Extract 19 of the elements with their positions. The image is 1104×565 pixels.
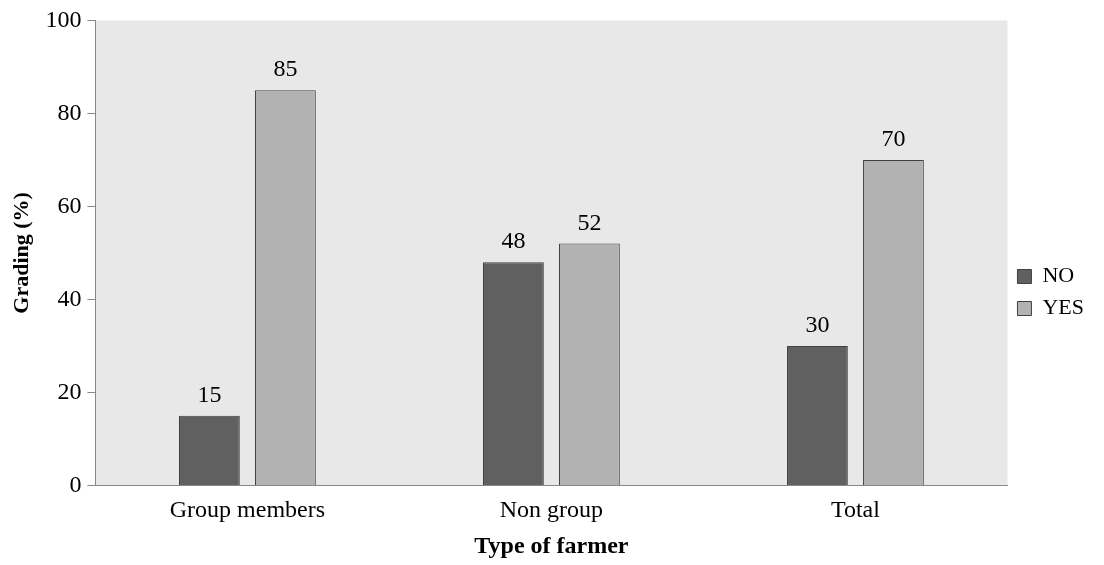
legend-label: NO: [1042, 262, 1075, 288]
y-tick-label: 20: [57, 377, 82, 404]
x-tick-label: Group members: [169, 496, 326, 523]
data-label: 30: [805, 311, 830, 338]
y-tick-label: 80: [57, 98, 82, 125]
legend-label: YES: [1042, 294, 1084, 320]
data-label: 15: [197, 380, 222, 407]
data-label: 48: [501, 227, 526, 254]
data-label: 70: [881, 125, 906, 152]
x-axis-title: Type of farmer: [474, 531, 629, 558]
y-tick-label: 60: [57, 191, 82, 218]
data-label: 52: [577, 208, 602, 235]
data-label: 85: [273, 55, 298, 82]
y-tick-label: 100: [45, 5, 82, 32]
y-tick-label: 0: [69, 470, 82, 497]
x-tick-label: Total: [830, 496, 881, 523]
y-tick-label: 40: [57, 284, 82, 311]
x-tick-label: Non group: [499, 496, 604, 523]
y-axis-title: Grading (%): [7, 192, 33, 314]
